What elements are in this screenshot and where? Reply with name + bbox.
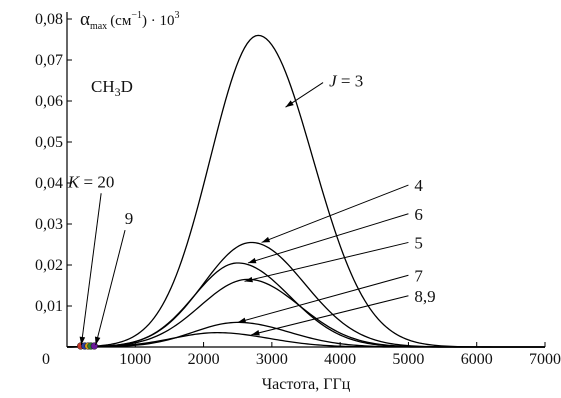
x-axis-title: Частота, ГГц [262, 376, 351, 393]
label-j4-arrowhead [261, 236, 271, 243]
label-j5-arrow [244, 241, 409, 282]
label-k: K = 20 [67, 172, 114, 191]
x-tick-label: 2000 [188, 351, 220, 368]
label-text: 5 [414, 233, 423, 252]
x-tick-label: 4000 [324, 351, 356, 368]
label-j6-arrowhead [247, 257, 257, 264]
label-j4: 4 [414, 176, 423, 195]
label-j89-arrow [251, 295, 409, 336]
molecule-base: CH [91, 77, 115, 96]
curves-layer [66, 34, 545, 348]
x-tick-label: 6000 [461, 351, 493, 368]
ticks-layer: 1000 2000 3000 4000 5000 6000 7000 0,01 0,02 0,03… [35, 11, 561, 368]
label-j7-arrow [237, 274, 409, 323]
label-j6-arrow [247, 213, 409, 264]
k-label-0-arrowhead [79, 336, 86, 345]
x-tick-label: 7000 [529, 351, 561, 368]
k-label-1-arrow [95, 230, 126, 346]
label-text: 9 [125, 209, 134, 228]
label-j5: 5 [414, 233, 423, 252]
y-tick-label: 0,07 [35, 52, 63, 69]
molecule-sub: 3 [115, 85, 121, 99]
label-text: = 3 [337, 72, 364, 91]
y-tick-label: 0,02 [35, 257, 63, 274]
molecule-rest: D [121, 77, 133, 96]
label-text: 4 [414, 176, 423, 195]
labels-layer: J = 3 4 6 5 7 8,9 K = 20 9 [67, 72, 436, 346]
label-j4-arrow [261, 184, 409, 243]
label-j3-arrowhead [285, 100, 294, 108]
label-j89-arrowhead [251, 330, 260, 336]
y-unit-open: (см [110, 13, 132, 29]
y-tick-label: 0,06 [35, 93, 63, 110]
label-j7-arrowhead [237, 317, 247, 323]
label-j6: 6 [414, 205, 423, 224]
y-tick-label: 0,05 [35, 134, 63, 151]
y-tick-label: 0,01 [35, 298, 63, 315]
label-text: 7 [414, 266, 423, 285]
k-label-1-arrowhead [94, 336, 101, 345]
label-text: = 20 [79, 172, 114, 191]
label-j3: J = 3 [329, 72, 363, 91]
k-label-0-arrow [80, 193, 102, 346]
y-tick-label: 0,04 [35, 175, 63, 192]
y-unit-symbol: α [80, 9, 90, 30]
x-tick-label: 3000 [256, 351, 288, 368]
x-origin-label: 0 [42, 351, 50, 368]
y-tick-label: 0,08 [35, 11, 63, 28]
label-prefix: J [329, 72, 338, 91]
label-prefix: K [67, 172, 81, 191]
molecule-label: CH3D [91, 77, 133, 99]
k-marker [90, 342, 98, 350]
k-markers-layer [77, 342, 98, 350]
y-unit-label: αmax (см−1) · 103 [80, 9, 179, 32]
curve-j4 [66, 241, 545, 348]
x-tick-label: 1000 [119, 351, 151, 368]
curve-j89 [66, 331, 545, 348]
axes-layer [66, 12, 545, 348]
label-text: 6 [414, 205, 423, 224]
label-k: 9 [125, 209, 134, 228]
y-unit-close: ) · 10 [142, 13, 175, 29]
x-tick-label: 5000 [392, 351, 424, 368]
label-j89: 8,9 [414, 287, 435, 306]
label-text: 8,9 [414, 287, 435, 306]
label-j7: 7 [414, 266, 423, 285]
curve-j6 [66, 262, 545, 348]
curve-j3 [66, 34, 545, 348]
y-unit-exp: −1 [131, 10, 142, 21]
y-unit-sub: max [90, 21, 107, 32]
y-tick-label: 0,03 [35, 216, 63, 233]
y-unit-power: 3 [174, 10, 179, 21]
label-j5-arrowhead [244, 276, 253, 283]
